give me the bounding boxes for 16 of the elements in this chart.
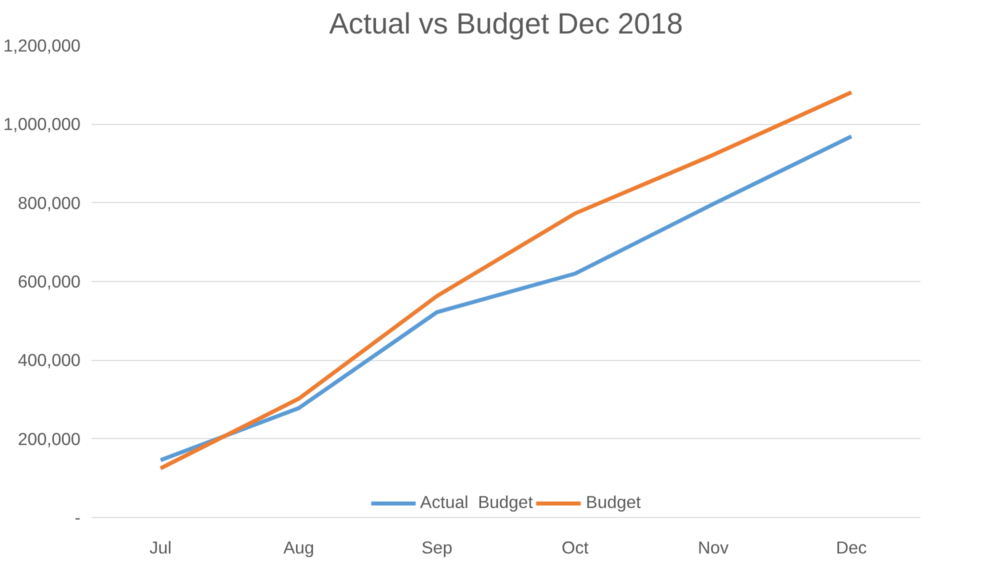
x-tick-label: Oct: [562, 538, 589, 558]
y-tick-label: 1,000,000: [3, 114, 81, 134]
legend-label: Budget: [586, 492, 641, 513]
y-tick-label: 1,200,000: [3, 36, 81, 56]
x-tick-label: Sep: [422, 538, 452, 558]
y-tick-label: 400,000: [18, 350, 81, 370]
x-tick-label: Nov: [698, 538, 729, 558]
y-tick-label: 800,000: [18, 192, 81, 213]
legend-label: Actual Budget: [420, 492, 533, 513]
x-tick-label: Dec: [836, 538, 868, 558]
y-tick-label: 200,000: [18, 428, 81, 449]
chart-title: Actual vs Budget Dec 2018: [329, 8, 683, 40]
x-tick-label: Aug: [283, 538, 314, 558]
y-tick-label: 600,000: [18, 272, 81, 292]
y-tick-label: -: [74, 508, 81, 528]
x-tick-label: Jul: [150, 538, 172, 558]
